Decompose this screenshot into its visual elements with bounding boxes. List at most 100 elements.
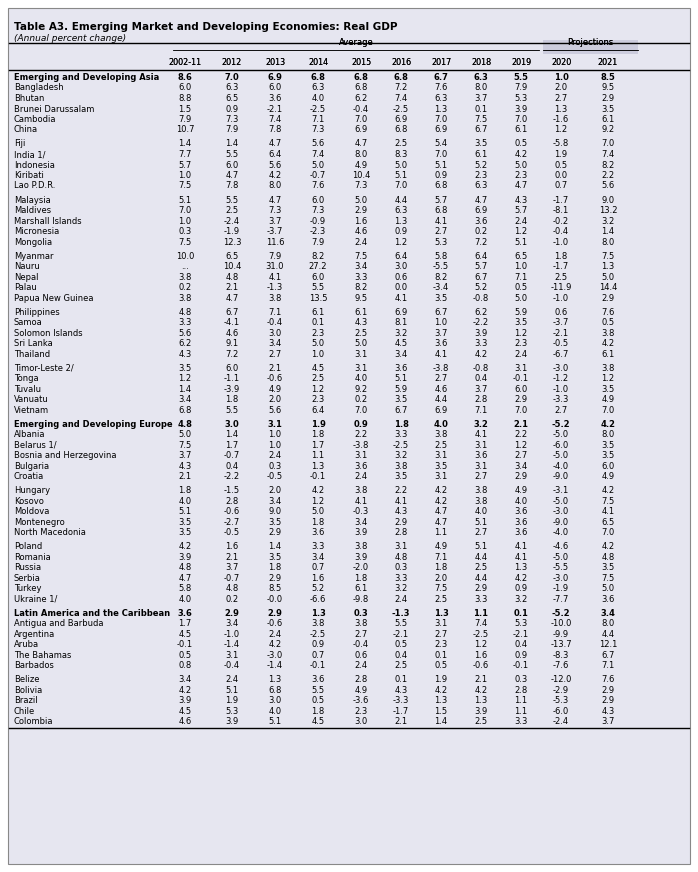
Text: Bulgaria: Bulgaria [14, 461, 49, 471]
Text: 3.8: 3.8 [178, 294, 192, 303]
Text: 4.4: 4.4 [475, 574, 488, 582]
Text: 0.5: 0.5 [602, 318, 614, 327]
Text: 10.7: 10.7 [176, 126, 194, 134]
Text: 4.8: 4.8 [394, 553, 408, 562]
Text: 5.3: 5.3 [514, 619, 528, 628]
Text: Belarus 1/: Belarus 1/ [14, 440, 57, 449]
Text: 0.9: 0.9 [311, 640, 325, 649]
Text: 3.8: 3.8 [601, 364, 615, 372]
Text: 6.1: 6.1 [602, 115, 615, 124]
Text: 9.0: 9.0 [269, 507, 281, 516]
Text: -0.5: -0.5 [553, 339, 569, 348]
Text: 8.0: 8.0 [602, 619, 615, 628]
Text: -0.1: -0.1 [513, 661, 529, 670]
Text: 6.7: 6.7 [475, 126, 488, 134]
Text: 10.4: 10.4 [352, 171, 370, 180]
Text: 2.7: 2.7 [268, 350, 281, 358]
Text: 6.0: 6.0 [225, 160, 239, 169]
Text: -1.7: -1.7 [553, 262, 569, 271]
Text: 4.0: 4.0 [311, 94, 325, 103]
Text: 3.8: 3.8 [475, 486, 488, 495]
Text: 4.8: 4.8 [602, 553, 615, 562]
Text: 3.5: 3.5 [514, 318, 528, 327]
Text: -0.1: -0.1 [513, 374, 529, 383]
Text: 0.9: 0.9 [514, 651, 528, 659]
Text: -3.0: -3.0 [553, 507, 569, 516]
Text: 8.5: 8.5 [600, 73, 616, 82]
Text: Average: Average [339, 38, 373, 47]
Text: 3.5: 3.5 [602, 563, 615, 572]
Text: 5.6: 5.6 [268, 160, 281, 169]
Text: 6.7: 6.7 [433, 73, 448, 82]
Text: 3.7: 3.7 [178, 451, 192, 460]
Text: 2015: 2015 [351, 58, 371, 67]
Text: 2.4: 2.4 [355, 237, 368, 247]
Text: 3.6: 3.6 [475, 451, 488, 460]
Text: 6.0: 6.0 [311, 273, 325, 282]
Text: 7.8: 7.8 [268, 126, 282, 134]
Text: Montenegro: Montenegro [14, 517, 65, 527]
Text: 7.0: 7.0 [602, 140, 615, 148]
Text: 4.2: 4.2 [602, 339, 614, 348]
Text: 2.3: 2.3 [475, 171, 488, 180]
Text: 4.1: 4.1 [514, 553, 528, 562]
Text: 7.5: 7.5 [434, 584, 447, 593]
Text: 1.1: 1.1 [514, 696, 528, 705]
Text: Bangladesh: Bangladesh [14, 84, 64, 92]
Text: 1.3: 1.3 [433, 609, 448, 617]
Text: 0.5: 0.5 [434, 661, 447, 670]
Text: 2020: 2020 [551, 58, 571, 67]
Text: 4.7: 4.7 [434, 507, 447, 516]
Text: 6.8: 6.8 [178, 405, 192, 414]
Text: -0.6: -0.6 [267, 619, 283, 628]
Text: 4.9: 4.9 [602, 472, 614, 481]
Text: -2.1: -2.1 [513, 630, 529, 638]
Text: 1.8: 1.8 [268, 563, 281, 572]
Text: 5.1: 5.1 [475, 517, 488, 527]
Text: 4.6: 4.6 [434, 385, 447, 393]
Text: 3.4: 3.4 [225, 619, 239, 628]
Text: 5.2: 5.2 [475, 283, 488, 292]
Text: 4.1: 4.1 [355, 496, 368, 506]
Text: 6.9: 6.9 [475, 206, 488, 215]
Text: 1.3: 1.3 [311, 461, 325, 471]
Text: 2017: 2017 [431, 58, 451, 67]
Text: 4.0: 4.0 [179, 496, 191, 506]
Text: -3.7: -3.7 [553, 318, 569, 327]
Text: 2.1: 2.1 [475, 675, 488, 684]
Text: 6.0: 6.0 [311, 195, 325, 205]
Text: 6.8: 6.8 [311, 73, 325, 82]
Text: 3.5: 3.5 [434, 294, 447, 303]
Text: 3.5: 3.5 [602, 385, 615, 393]
Text: Solomon Islands: Solomon Islands [14, 329, 82, 337]
Text: 0.7: 0.7 [311, 651, 325, 659]
Text: 7.2: 7.2 [225, 350, 239, 358]
Text: 0.2: 0.2 [355, 395, 368, 404]
Text: 3.1: 3.1 [267, 419, 283, 428]
Text: 0.9: 0.9 [394, 227, 408, 236]
Text: 4.3: 4.3 [394, 685, 408, 694]
Text: 4.1: 4.1 [514, 542, 528, 551]
Text: 1.2: 1.2 [311, 385, 325, 393]
Text: 3.1: 3.1 [394, 542, 408, 551]
Text: 2.4: 2.4 [269, 630, 281, 638]
Text: 1.1: 1.1 [434, 528, 447, 537]
Text: Projections: Projections [567, 38, 614, 47]
Text: 1.3: 1.3 [394, 216, 408, 226]
Text: 4.2: 4.2 [179, 685, 191, 694]
Text: 6.8: 6.8 [394, 126, 408, 134]
Text: 3.5: 3.5 [179, 517, 192, 527]
Text: 8.8: 8.8 [178, 94, 192, 103]
Text: -1.9: -1.9 [553, 584, 569, 593]
Text: 4.7: 4.7 [225, 294, 239, 303]
Text: -1.0: -1.0 [224, 630, 240, 638]
Text: 5.5: 5.5 [394, 619, 408, 628]
Text: 6.1: 6.1 [355, 308, 368, 317]
Text: 12.1: 12.1 [599, 640, 617, 649]
Text: 7.0: 7.0 [355, 405, 368, 414]
Text: 1.3: 1.3 [311, 609, 325, 617]
Text: -1.7: -1.7 [393, 706, 409, 716]
Text: -6.7: -6.7 [553, 350, 569, 358]
Text: 4.7: 4.7 [225, 171, 239, 180]
Text: -5.5: -5.5 [433, 262, 449, 271]
